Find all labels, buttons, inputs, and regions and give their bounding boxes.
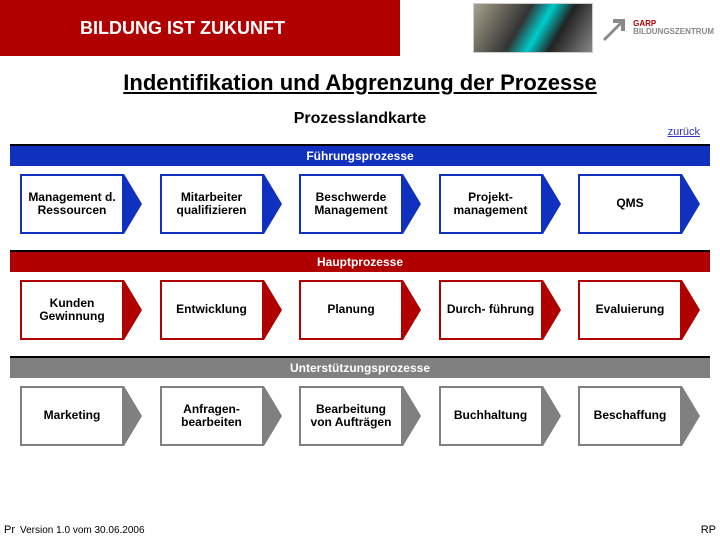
header: BILDUNG IST ZUKUNFT GARP BILDUNGSZENTRUM [0, 0, 720, 56]
row-lead: Management d. Ressourcen Mitarbeiter qua… [20, 174, 700, 244]
footer-left-fragment: Pr [4, 524, 15, 536]
process-label: Evaluierung [578, 280, 682, 340]
process-box[interactable]: Kunden Gewinnung [20, 280, 142, 340]
chevron-right-icon [682, 174, 700, 234]
row-support: Marketing Anfragen- bearbeiten Bearbeitu… [20, 386, 700, 456]
footer-right-fragment: RP [701, 524, 716, 536]
section-bar-support: Unterstützungsprozesse [10, 358, 710, 378]
process-box[interactable]: Beschaffung [578, 386, 700, 446]
section-bar-main: Hauptprozesse [10, 252, 710, 272]
process-label: Marketing [20, 386, 124, 446]
logo-text: GARP BILDUNGSZENTRUM [633, 20, 714, 36]
process-box[interactable]: Marketing [20, 386, 142, 446]
row-main: Kunden Gewinnung Entwicklung Planung Dur… [20, 280, 700, 350]
section-bar-lead: Führungsprozesse [10, 146, 710, 166]
process-label: Anfragen- bearbeiten [160, 386, 264, 446]
header-right: GARP BILDUNGSZENTRUM [400, 3, 720, 53]
process-box[interactable]: Anfragen- bearbeiten [160, 386, 282, 446]
chevron-right-icon [264, 174, 282, 234]
process-box[interactable]: Durch- führung [439, 280, 561, 340]
chevron-right-icon [124, 386, 142, 446]
chevron-right-icon [264, 280, 282, 340]
process-label: Beschwerde Management [299, 174, 403, 234]
chevron-right-icon [124, 280, 142, 340]
chevron-right-icon [403, 386, 421, 446]
chevron-right-icon [682, 280, 700, 340]
process-box[interactable]: QMS [578, 174, 700, 234]
process-box[interactable]: Entwicklung [160, 280, 282, 340]
chevron-right-icon [124, 174, 142, 234]
chevron-right-icon [543, 280, 561, 340]
slide-title: Indentifikation und Abgrenzung der Proze… [0, 70, 720, 96]
process-label: Buchhaltung [439, 386, 543, 446]
chevron-right-icon [403, 174, 421, 234]
chevron-right-icon [543, 174, 561, 234]
process-label: Bearbeitung von Aufträgen [299, 386, 403, 446]
process-box[interactable]: Beschwerde Management [299, 174, 421, 234]
logo: GARP BILDUNGSZENTRUM [599, 13, 714, 43]
process-label: QMS [578, 174, 682, 234]
process-label: Durch- führung [439, 280, 543, 340]
process-box[interactable]: Mitarbeiter qualifizieren [160, 174, 282, 234]
process-box[interactable]: Evaluierung [578, 280, 700, 340]
slide: BILDUNG IST ZUKUNFT GARP BILDUNGSZENTRUM… [0, 0, 720, 540]
section-support: Unterstützungsprozesse Marketing Anfrage… [0, 356, 720, 456]
section-lead: Führungsprozesse Management d. Ressource… [0, 144, 720, 244]
process-label: Beschaffung [578, 386, 682, 446]
process-box[interactable]: Projekt- management [439, 174, 561, 234]
arrow-icon [599, 13, 629, 43]
header-photo [473, 3, 593, 53]
process-box[interactable]: Buchhaltung [439, 386, 561, 446]
process-label: Management d. Ressourcen [20, 174, 124, 234]
chevron-right-icon [264, 386, 282, 446]
process-box[interactable]: Planung [299, 280, 421, 340]
process-box[interactable]: Management d. Ressourcen [20, 174, 142, 234]
process-label: Kunden Gewinnung [20, 280, 124, 340]
chevron-right-icon [403, 280, 421, 340]
process-label: Projekt- management [439, 174, 543, 234]
logo-line2: BILDUNGSZENTRUM [633, 28, 714, 36]
version-text: Version 1.0 vom 30.06.2006 [20, 525, 145, 536]
process-label: Planung [299, 280, 403, 340]
header-slogan: BILDUNG IST ZUKUNFT [0, 0, 400, 56]
process-label: Entwicklung [160, 280, 264, 340]
process-box[interactable]: Bearbeitung von Aufträgen [299, 386, 421, 446]
process-label: Mitarbeiter qualifizieren [160, 174, 264, 234]
section-main: Hauptprozesse Kunden Gewinnung Entwicklu… [0, 250, 720, 350]
chevron-right-icon [682, 386, 700, 446]
chevron-right-icon [543, 386, 561, 446]
